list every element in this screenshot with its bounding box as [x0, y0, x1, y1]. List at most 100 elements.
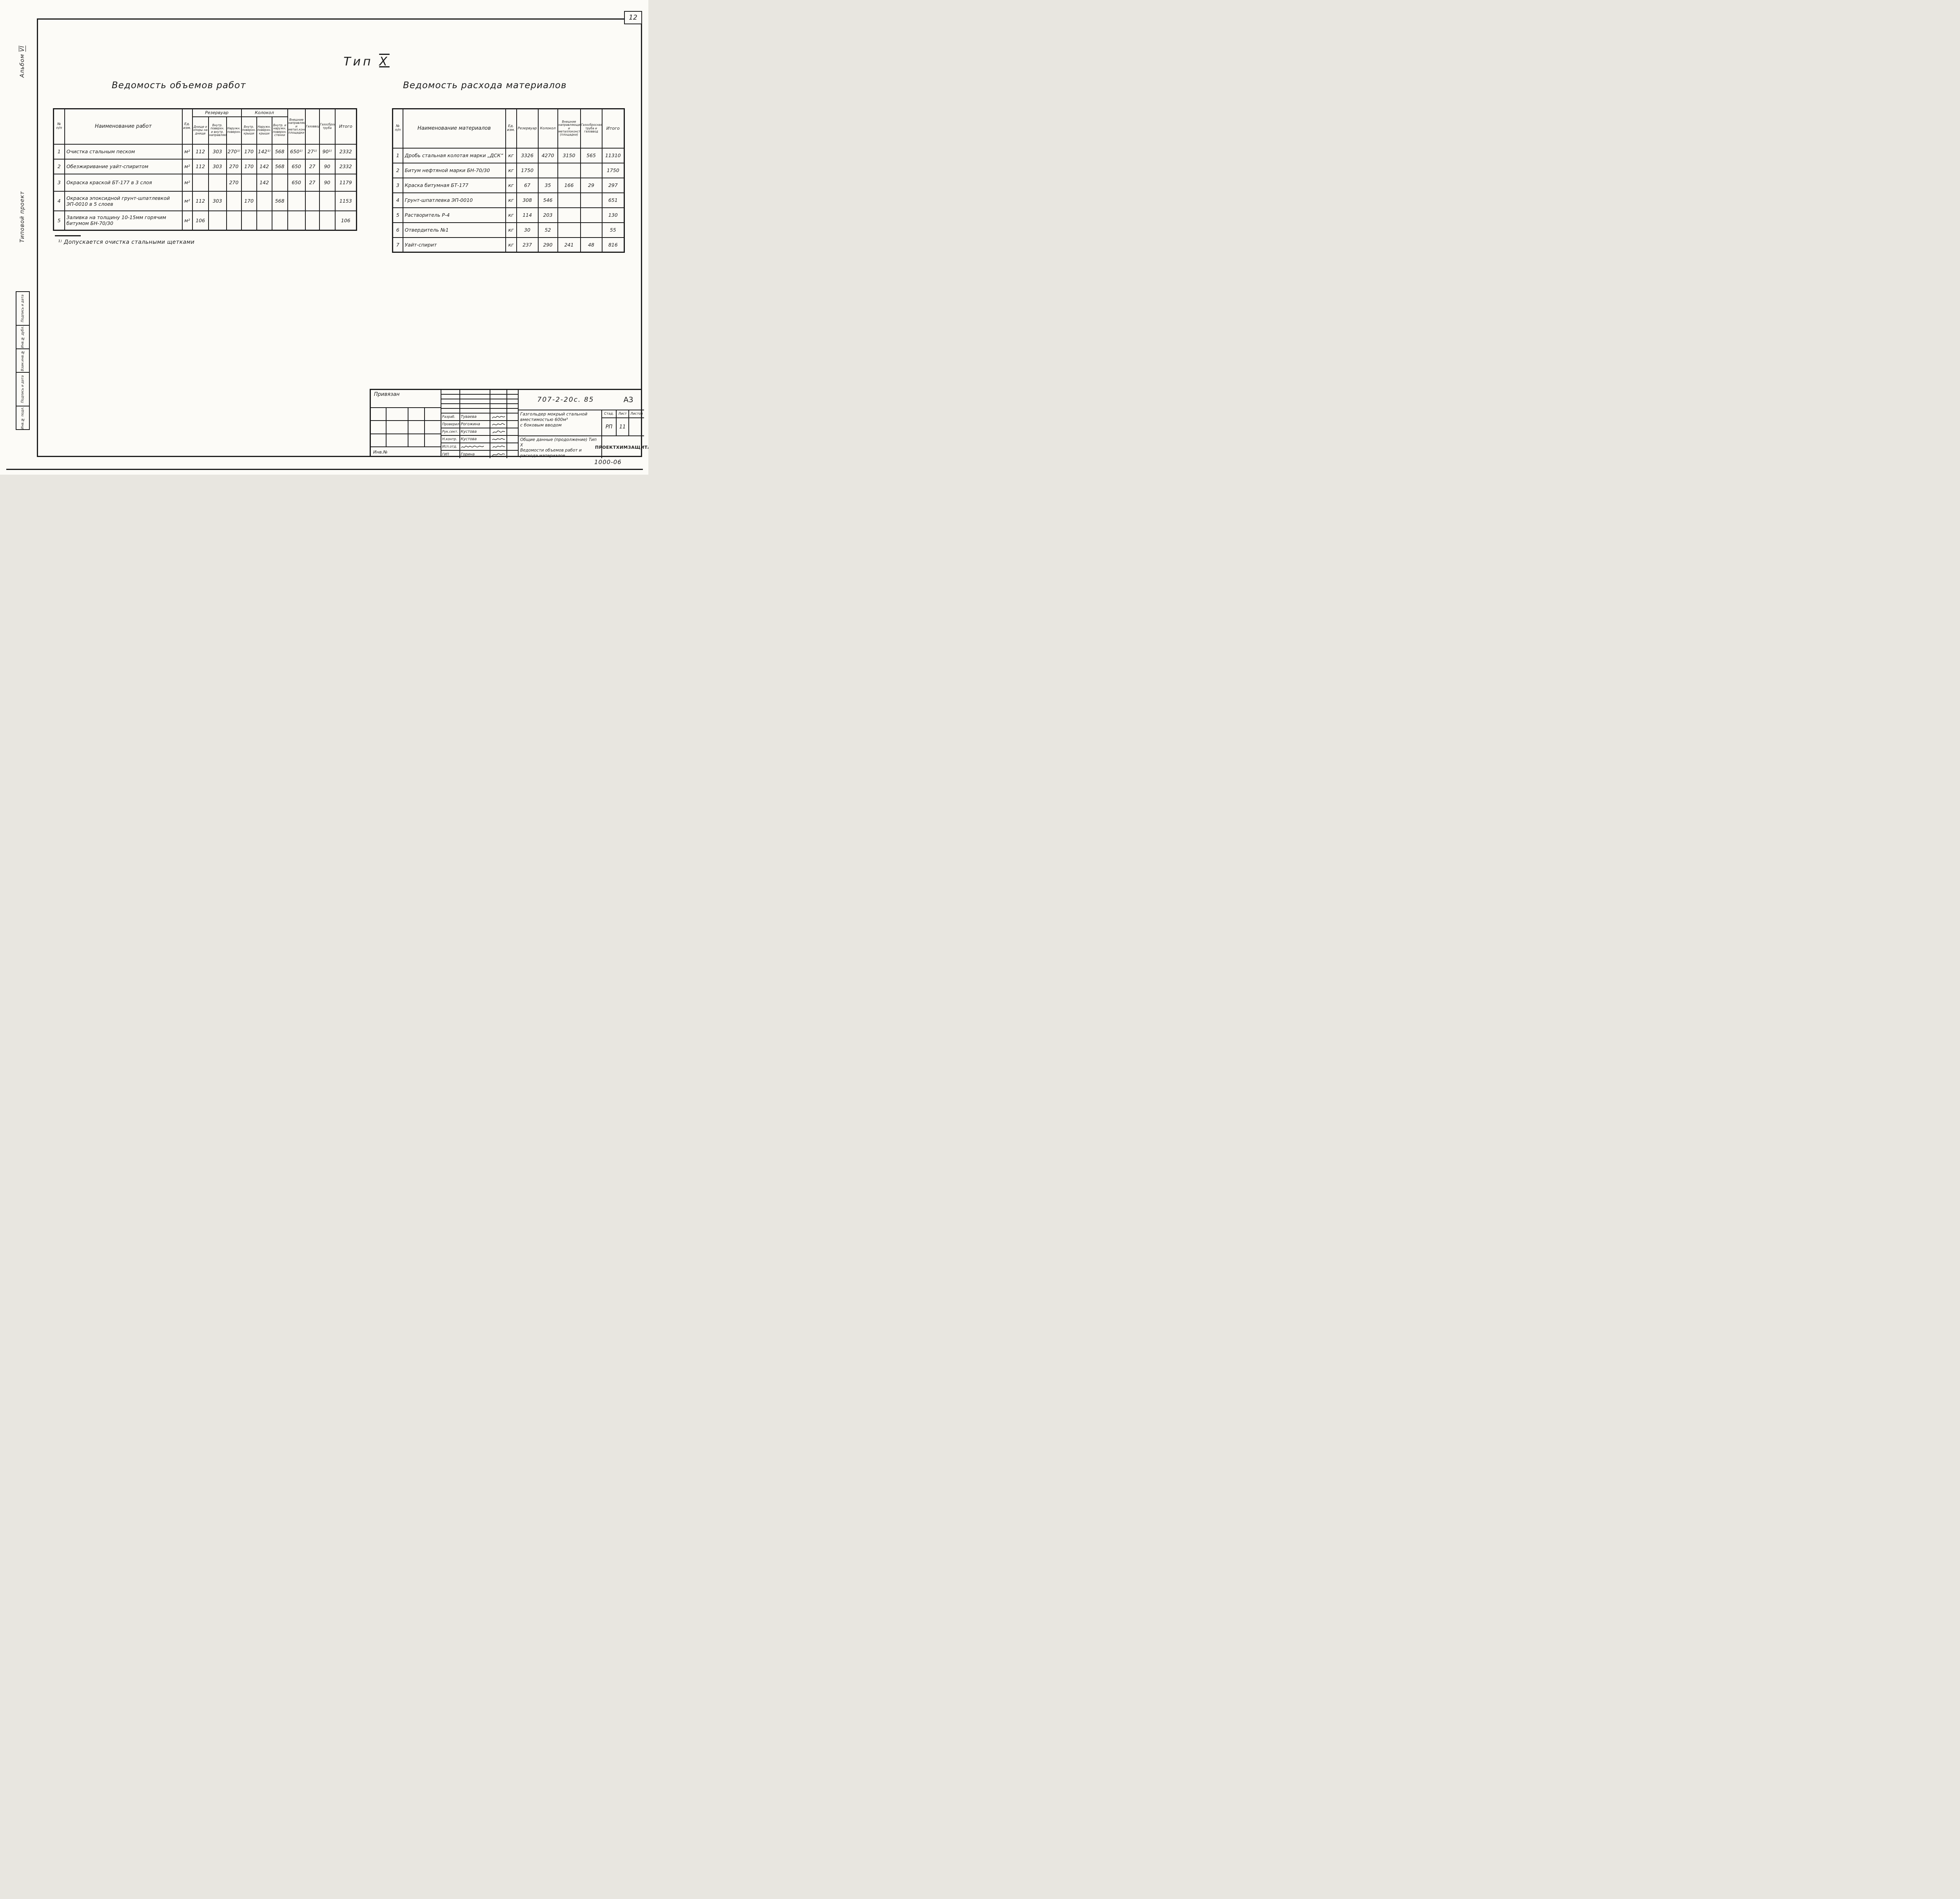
margin-stamp-column: Подпись и дата Инв.№ дубл. Взам.инв.№ По… — [16, 291, 30, 430]
total-cell: 106 — [334, 210, 357, 231]
value-cell — [256, 190, 272, 211]
num-cell: 2 — [53, 158, 65, 174]
table-row: 4 Окраска эпоксидной грунт-шпатлевкой ЭП… — [53, 190, 357, 211]
num-cell: 1 — [392, 147, 403, 163]
sheets-value — [629, 418, 644, 435]
signature-scribble — [490, 443, 508, 450]
unit-cell: м² — [181, 190, 193, 211]
type-title: Тип X — [343, 55, 390, 69]
col-group-bell: Колокол — [241, 108, 288, 117]
signer-name: Кустова — [460, 428, 490, 435]
value-cell: 52 — [537, 222, 558, 238]
unit-cell: кг — [505, 237, 517, 253]
signer-row: Рук.сект. Кустова — [441, 428, 518, 436]
signature-scribble — [490, 414, 508, 420]
page-number-box: 12 — [624, 11, 642, 24]
total-cell: 1153 — [334, 190, 357, 211]
total-cell: 2332 — [334, 143, 357, 160]
name-cell: Грунт-шпатлевка ЭП-0010 — [402, 192, 506, 208]
works-table: № п/п Наименование работ Ед. изм. Резерв… — [53, 108, 358, 231]
unit-cell: кг — [505, 147, 517, 163]
value-cell: 142¹⁾ — [256, 143, 272, 160]
signer-row: Проверил Рогожина — [441, 421, 518, 428]
num-cell: 6 — [392, 222, 403, 238]
table-row: 4 Грунт-шпатлевка ЭП-0010 кг 308 546 651 — [392, 192, 625, 208]
total-cell: 1179 — [334, 173, 357, 192]
value-cell — [287, 190, 306, 211]
value-cell — [580, 162, 603, 178]
value-cell: 546 — [537, 192, 558, 208]
value-cell: 308 — [516, 192, 539, 208]
value-cell — [557, 207, 581, 223]
value-cell: 3326 — [516, 147, 539, 163]
value-cell — [580, 207, 603, 223]
stage-sheet-columns: Стад. Лист Листов РП 11 — [602, 410, 644, 435]
sheet-name-row: Общие данные (продолжение) Тип X Ведомос… — [519, 436, 648, 458]
value-cell: 29 — [580, 177, 603, 193]
drawing-sheet: 12 Альбом VI Типовой проект Подпись и да… — [0, 0, 648, 475]
num-cell: 3 — [53, 173, 65, 192]
signer-row: Разраб. Туваева — [441, 414, 518, 421]
num-cell: 1 — [53, 143, 65, 160]
name-cell: Окраска эпоксидной грунт-шпатлевкой ЭП-0… — [64, 190, 183, 211]
doc-number-row: 707-2-20с. 85 А3 — [519, 390, 644, 410]
value-cell — [208, 173, 227, 192]
name-cell: Растворитель Р-4 — [402, 207, 506, 223]
sheet-name: Общие данные (продолжение) Тип X Ведомос… — [519, 436, 602, 458]
value-cell — [319, 210, 336, 231]
total-cell: 297 — [601, 177, 625, 193]
value-cell — [226, 210, 242, 231]
value-cell: 4270 — [537, 147, 558, 163]
value-cell — [580, 222, 603, 238]
col-name: Наименование работ — [64, 108, 183, 145]
page-number: 12 — [629, 14, 637, 22]
value-cell: 270 — [226, 158, 242, 174]
value-cell: 30 — [516, 222, 539, 238]
type-number: X — [379, 55, 390, 69]
col-gas-inlet: Газоввод — [305, 108, 320, 145]
value-cell: 650 — [287, 173, 306, 192]
title-block-left: Привязан Инв.№ — [371, 390, 441, 456]
value-cell: 90 — [319, 158, 336, 174]
doc-number: 707-2-20с. 85 — [537, 396, 594, 404]
col-bell: Колокол — [537, 108, 558, 149]
value-cell: 568 — [271, 158, 288, 174]
subcol-inner-surface: Внутр. поверхн. и внутр. направляющие — [208, 116, 227, 145]
works-table-title: Ведомость объемов работ — [112, 80, 246, 91]
name-cell: Краска битумная БТ-177 — [402, 177, 506, 193]
col-reservoir: Резервуар — [516, 108, 539, 149]
footnote-divider — [55, 235, 81, 236]
unit-cell: м² — [181, 210, 193, 231]
sheets-label: Листов — [630, 412, 643, 416]
value-cell: 166 — [557, 177, 581, 193]
unit-cell: кг — [505, 162, 517, 178]
value-cell — [537, 162, 558, 178]
value-cell: 106 — [192, 210, 209, 231]
signature-scribble — [490, 428, 508, 435]
signer-name: Туваева — [460, 414, 490, 420]
table-row: 2 Обезжиривание уайт-спиритом м² 112 303… — [53, 158, 357, 174]
value-cell — [557, 162, 581, 178]
num-cell: 5 — [392, 207, 403, 223]
stage-label: Стад. — [602, 410, 617, 417]
col-num: № п/п — [392, 108, 403, 149]
unit-cell: м² — [181, 173, 193, 192]
table-row: 5 Растворитель Р-4 кг 114 203 130 — [392, 207, 625, 223]
materials-header-row: № п/п Наименование материалов Ед. изм. Р… — [392, 108, 625, 149]
value-cell: 67 — [516, 177, 539, 193]
value-cell: 48 — [580, 237, 603, 253]
value-cell: 27¹⁾ — [305, 143, 320, 160]
value-cell — [208, 210, 227, 231]
table-row: 3 Краска битумная БТ-177 кг 67 35 166 29… — [392, 177, 625, 193]
name-cell: Уайт-спирит — [402, 237, 506, 253]
value-cell — [305, 190, 320, 211]
total-cell: 55 — [601, 222, 625, 238]
value-cell — [319, 190, 336, 211]
object-name-row: Газгольдер мокрый стальной вместимостью … — [519, 410, 644, 436]
value-cell: 650 — [287, 158, 306, 174]
materials-table: № п/п Наименование материалов Ед. изм. Р… — [392, 108, 625, 253]
value-cell — [305, 210, 320, 231]
value-cell: 90 — [319, 173, 336, 192]
value-cell: 303 — [208, 143, 227, 160]
signature-scribble — [490, 436, 508, 443]
